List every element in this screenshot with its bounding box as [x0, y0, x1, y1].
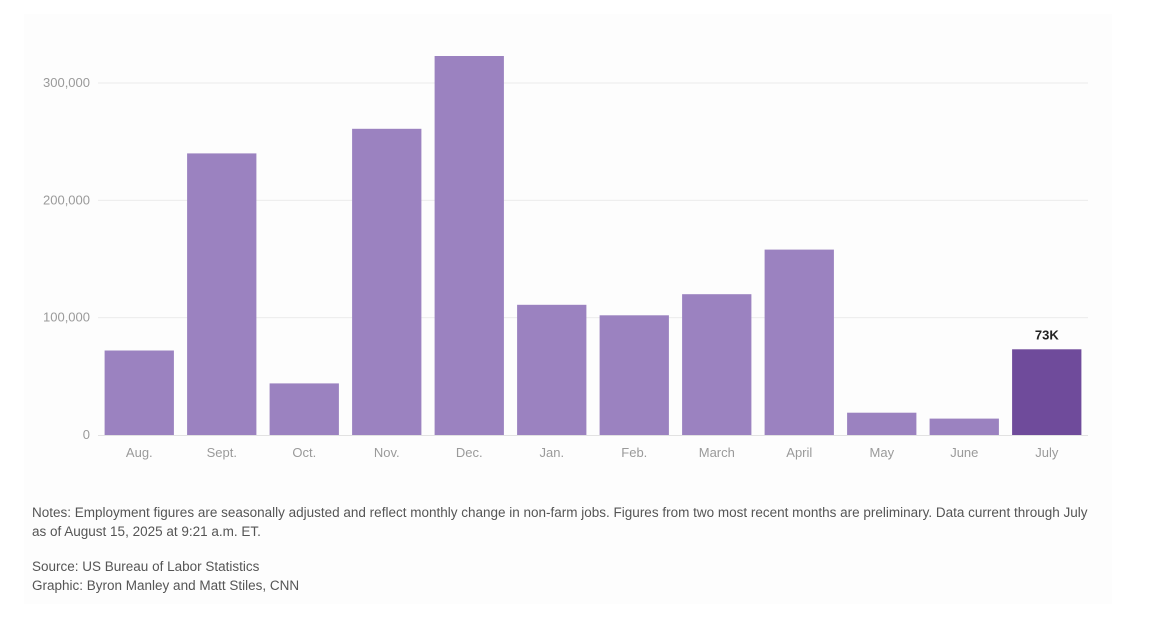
x-tick-label: March: [699, 445, 735, 460]
x-tick-label: Feb.: [621, 445, 647, 460]
graphic-credit-line: Graphic: Byron Manley and Matt Stiles, C…: [32, 578, 300, 593]
bar: [517, 304, 587, 435]
source-line: Source: US Bureau of Labor Statistics: [32, 559, 260, 574]
bar: [352, 128, 422, 436]
bar: [929, 418, 999, 435]
x-tick-label: Oct.: [292, 445, 316, 460]
bar: [434, 56, 504, 435]
chart-credits: Source: US Bureau of Labor Statistics Gr…: [32, 557, 299, 595]
bar: [269, 383, 339, 435]
x-tick-label: April: [786, 445, 812, 460]
y-tick-label: 0: [83, 427, 90, 442]
bar: [104, 350, 174, 435]
y-tick-label: 100,000: [43, 310, 90, 325]
bar-chart: 0 100,000 200,000 300,000 Aug. Sept. Oct. Nov. D…: [43, 56, 1088, 460]
bar: [599, 315, 669, 435]
x-tick-label: May: [870, 445, 895, 460]
x-tick-label: June: [950, 445, 978, 460]
bar: [682, 294, 752, 435]
bar: [847, 412, 917, 435]
x-tick-label: Jan.: [540, 445, 565, 460]
x-tick-label: Sept.: [207, 445, 237, 460]
data-label: 73K: [1035, 327, 1059, 342]
x-tick-label: Aug.: [126, 445, 153, 460]
bar: [764, 249, 834, 435]
y-tick-label: 200,000: [43, 192, 90, 207]
bar: [1012, 349, 1082, 435]
x-tick-label: Dec.: [456, 445, 483, 460]
x-tick-label: July: [1035, 445, 1059, 460]
chart-notes: Notes: Employment figures are seasonally…: [32, 505, 1088, 539]
x-tick-label: Nov.: [374, 445, 400, 460]
bar: [187, 153, 257, 435]
y-tick-label: 300,000: [43, 75, 90, 90]
